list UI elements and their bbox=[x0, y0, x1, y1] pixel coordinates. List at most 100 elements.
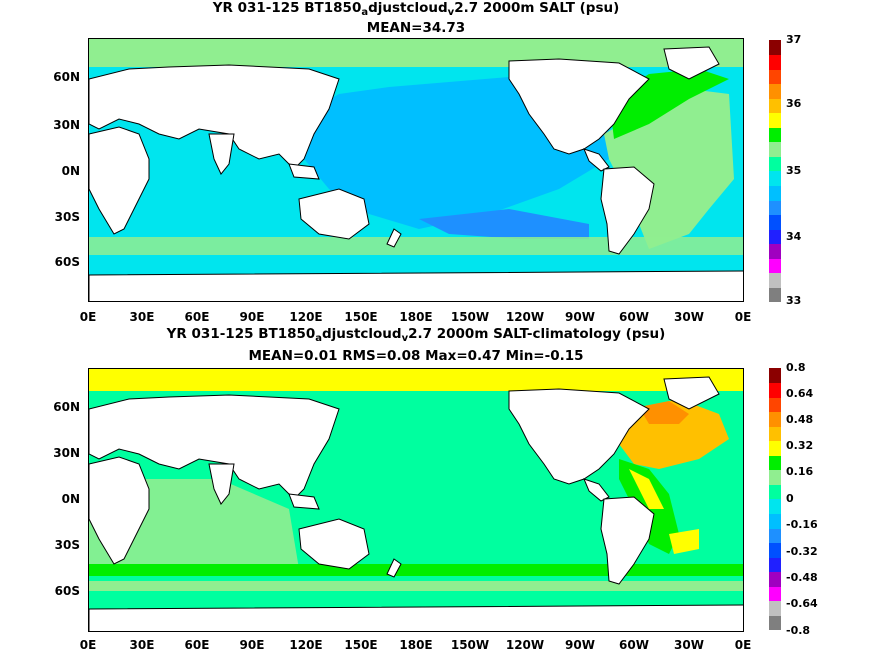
colorbar-swatch bbox=[769, 542, 781, 558]
colorbar-swatch bbox=[769, 557, 781, 573]
top-arctic-band bbox=[89, 39, 743, 67]
colorbar-swatch bbox=[769, 600, 781, 616]
colorbar-swatch bbox=[769, 499, 781, 514]
bottom-antarctica bbox=[89, 604, 743, 631]
colorbar-swatch bbox=[769, 513, 781, 529]
bottom-colorbar-label: 0.48 bbox=[786, 413, 814, 426]
colorbar-swatch bbox=[769, 214, 781, 230]
bottom-colorbar-label: 0.64 bbox=[786, 387, 814, 400]
top-colorbar-label: 35 bbox=[786, 164, 802, 177]
top-lat-tick: 0N bbox=[61, 164, 80, 178]
top-eurasia bbox=[89, 64, 340, 170]
bottom-colorbar-label: 0.16 bbox=[786, 465, 814, 478]
top-australia bbox=[298, 188, 370, 240]
colorbar-swatch bbox=[769, 185, 781, 201]
colorbar-swatch bbox=[769, 54, 781, 70]
top-lon-tick: 60E bbox=[184, 310, 210, 324]
bottom-map-title: YR 031-125 BT1850adjustcloudv2.7 2000m S… bbox=[166, 326, 666, 344]
bottom-lon-tick: 120W bbox=[505, 638, 545, 652]
top-colorbar-label: 33 bbox=[786, 294, 802, 307]
colorbar-swatch bbox=[769, 258, 781, 274]
bottom-south-america bbox=[600, 496, 655, 585]
colorbar-swatch bbox=[769, 112, 781, 128]
bottom-labrador-anomaly bbox=[639, 401, 689, 424]
top-africa bbox=[89, 126, 150, 235]
bottom-indonesia bbox=[288, 493, 320, 510]
top-lon-tick: 90E bbox=[239, 310, 265, 324]
top-lon-tick: 150E bbox=[344, 310, 378, 324]
top-lon-tick: 0E bbox=[79, 310, 97, 324]
colorbar-swatch bbox=[769, 571, 781, 587]
top-india bbox=[208, 133, 235, 175]
bottom-lon-tick: 0E bbox=[734, 638, 752, 652]
top-lon-tick: 150W bbox=[450, 310, 490, 324]
bottom-south-atlantic-yellow bbox=[669, 529, 699, 554]
bottom-eurasia bbox=[89, 394, 340, 500]
colorbar-swatch bbox=[769, 426, 781, 442]
colorbar-swatch bbox=[769, 171, 781, 186]
bottom-africa bbox=[89, 456, 150, 565]
bottom-colorbar-label: 0 bbox=[786, 492, 794, 505]
bottom-lon-tick: 30E bbox=[129, 638, 155, 652]
colorbar-swatch bbox=[769, 156, 781, 172]
top-lon-tick: 120W bbox=[505, 310, 545, 324]
colorbar-swatch bbox=[769, 484, 781, 500]
bottom-colorbar-label: -0.32 bbox=[786, 545, 818, 558]
top-lon-tick: 0E bbox=[734, 310, 752, 324]
bottom-colorbar-label: -0.8 bbox=[786, 624, 811, 637]
bottom-lat-tick: 0N bbox=[61, 492, 80, 506]
bottom-colorbar-label: -0.16 bbox=[786, 518, 818, 531]
top-antarctica bbox=[89, 270, 743, 301]
colorbar-swatch bbox=[769, 287, 781, 303]
colorbar-swatch bbox=[769, 440, 781, 456]
bottom-lon-tick: 0E bbox=[79, 638, 97, 652]
bottom-colorbar bbox=[769, 368, 781, 631]
bottom-lon-tick: 90E bbox=[239, 638, 265, 652]
top-greenland bbox=[663, 46, 720, 80]
colorbar-swatch bbox=[769, 272, 781, 288]
top-map-title: YR 031-125 BT1850adjustcloudv2.7 2000m S… bbox=[212, 0, 620, 18]
colorbar-swatch bbox=[769, 368, 781, 383]
colorbar-swatch bbox=[769, 455, 781, 471]
bottom-lon-tick: 150W bbox=[450, 638, 490, 652]
top-new-zealand bbox=[386, 228, 402, 248]
top-southern-band bbox=[89, 237, 743, 255]
top-indonesia bbox=[288, 163, 320, 180]
colorbar-swatch bbox=[769, 98, 781, 114]
colorbar-swatch bbox=[769, 127, 781, 143]
colorbar-swatch bbox=[769, 469, 781, 485]
colorbar-swatch bbox=[769, 200, 781, 216]
bottom-lon-tick: 60E bbox=[184, 638, 210, 652]
top-lon-tick: 180E bbox=[399, 310, 433, 324]
bottom-colorbar-label: -0.64 bbox=[786, 597, 818, 610]
bottom-lon-tick: 60W bbox=[619, 638, 649, 652]
top-lon-tick: 30E bbox=[129, 310, 155, 324]
bottom-arctic-band bbox=[89, 369, 743, 391]
bottom-map-stats: MEAN=0.01 RMS=0.08 Max=0.47 Min=-0.15 bbox=[248, 348, 584, 364]
top-map-stats: MEAN=34.73 bbox=[366, 20, 466, 36]
top-lat-tick: 30S bbox=[54, 210, 80, 224]
bottom-colorbar-label: 0.8 bbox=[786, 361, 806, 374]
top-lat-tick: 60N bbox=[53, 70, 80, 84]
bottom-southern-band-1 bbox=[89, 564, 743, 576]
bottom-lon-tick: 180E bbox=[399, 638, 433, 652]
colorbar-swatch bbox=[769, 382, 781, 398]
top-colorbar-label: 34 bbox=[786, 230, 802, 243]
bottom-lon-tick: 30W bbox=[674, 638, 704, 652]
colorbar-swatch bbox=[769, 40, 781, 55]
bottom-lat-tick: 30S bbox=[54, 538, 80, 552]
colorbar-swatch bbox=[769, 141, 781, 157]
colorbar-swatch bbox=[769, 528, 781, 544]
bottom-colorbar-label: 0.32 bbox=[786, 439, 814, 452]
top-south-pacific-tongue bbox=[419, 209, 589, 239]
colorbar-swatch bbox=[769, 69, 781, 85]
bottom-new-zealand bbox=[386, 558, 402, 578]
top-salinity-map bbox=[88, 38, 744, 302]
colorbar-swatch bbox=[769, 83, 781, 99]
bottom-difference-map bbox=[88, 368, 744, 632]
bottom-lon-tick: 150E bbox=[344, 638, 378, 652]
bottom-australia bbox=[298, 518, 370, 570]
colorbar-swatch bbox=[769, 229, 781, 245]
bottom-southern-band-2 bbox=[89, 581, 743, 591]
top-colorbar bbox=[769, 40, 781, 303]
